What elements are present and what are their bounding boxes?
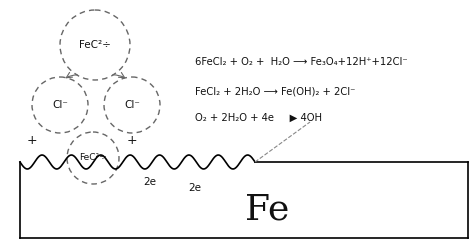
- Text: FeCl₂ + 2H₂O ⟶ Fe(OH)₂ + 2Cl⁻: FeCl₂ + 2H₂O ⟶ Fe(OH)₂ + 2Cl⁻: [195, 87, 356, 97]
- Text: O₂ + 2H₂O + 4e     ▶ 4OH: O₂ + 2H₂O + 4e ▶ 4OH: [195, 113, 322, 123]
- Text: +: +: [27, 134, 37, 147]
- Text: 6FeCl₂ + O₂ +  H₂O ⟶ Fe₃O₄+12H⁺+12Cl⁻: 6FeCl₂ + O₂ + H₂O ⟶ Fe₃O₄+12H⁺+12Cl⁻: [195, 57, 408, 67]
- Text: Fe: Fe: [245, 193, 289, 227]
- Text: FeC²÷: FeC²÷: [79, 154, 107, 162]
- Text: Cl⁻: Cl⁻: [124, 100, 140, 110]
- Text: Cl⁻: Cl⁻: [52, 100, 68, 110]
- Text: FeC²÷: FeC²÷: [79, 40, 111, 50]
- Text: 2e: 2e: [144, 177, 156, 187]
- Text: +: +: [127, 134, 137, 147]
- Text: 2e: 2e: [189, 183, 201, 193]
